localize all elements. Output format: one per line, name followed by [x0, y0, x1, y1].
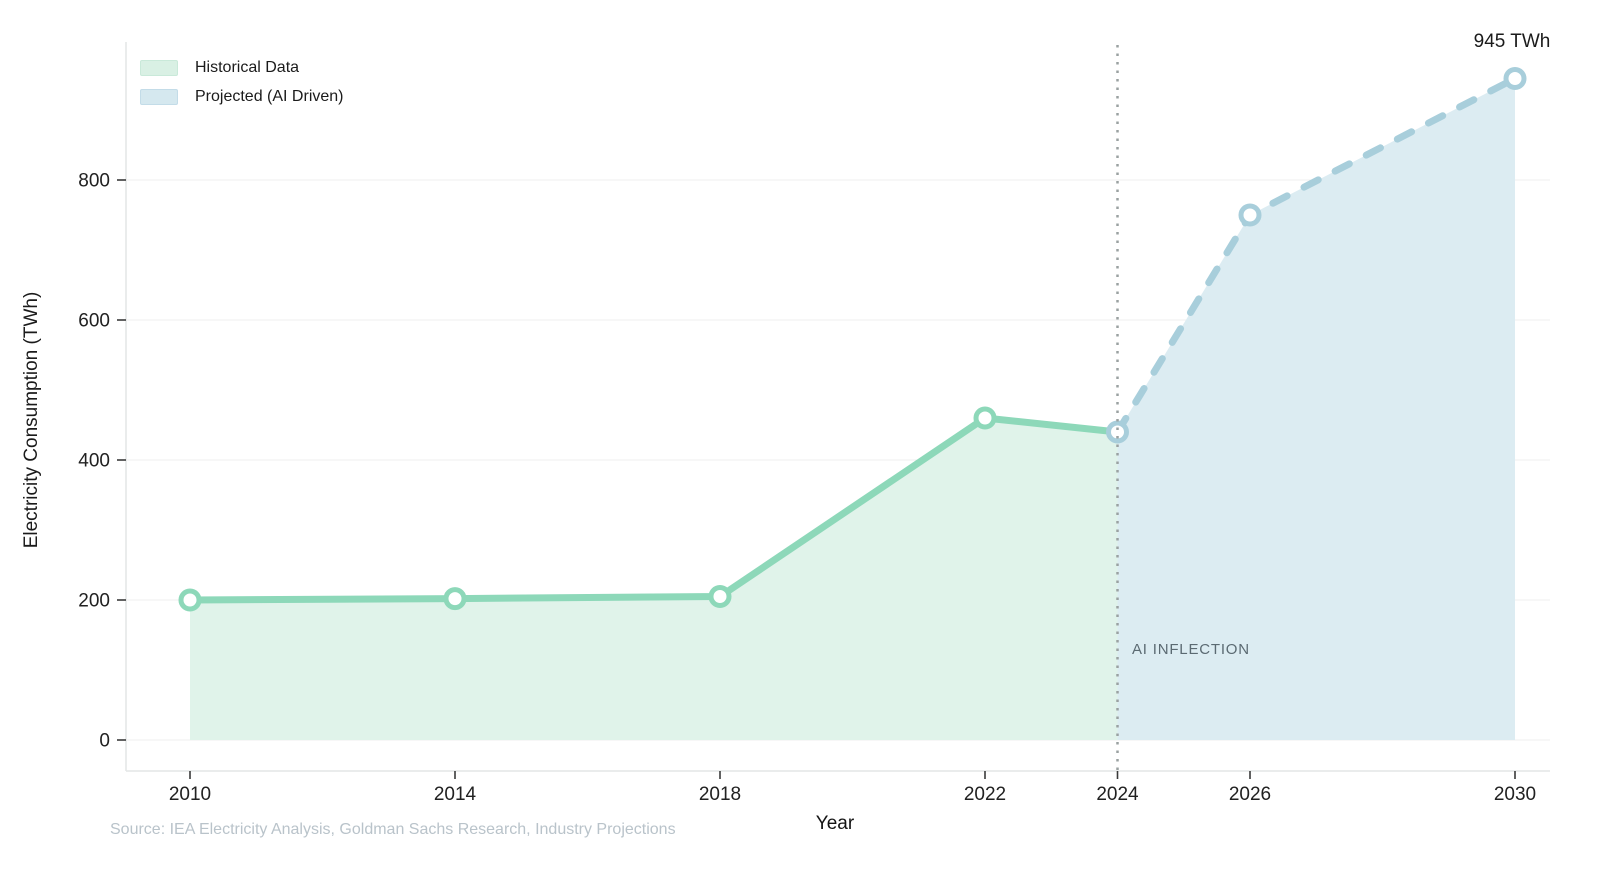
y-axis-title: Electricity Consumption (TWh)	[21, 291, 42, 549]
legend-item-projected: Projected (AI Driven)	[140, 88, 344, 106]
y-tick-label: 600	[78, 311, 110, 332]
historical-area	[190, 418, 1118, 740]
x-tick-label: 2014	[434, 784, 477, 805]
y-tick-label: 200	[78, 591, 110, 612]
source-attribution: Source: IEA Electricity Analysis, Goldma…	[110, 821, 676, 838]
historical-swatch-icon	[140, 60, 178, 76]
legend-label-historical: Historical Data	[195, 59, 300, 76]
ai-inflection-annotation: AI INFLECTION	[1132, 641, 1250, 658]
x-axis-title: Year	[815, 813, 855, 834]
x-tick-label: 2022	[964, 784, 1006, 805]
x-tick-label: 2010	[169, 784, 211, 805]
data-point-marker	[1503, 67, 1527, 90]
y-tick-label: 400	[78, 451, 110, 472]
projected-area	[1117, 78, 1515, 740]
x-tick-label: 2026	[1229, 784, 1271, 805]
data-point-marker	[708, 585, 732, 608]
y-tick-label: 0	[99, 731, 110, 752]
legend-label-projected: Projected (AI Driven)	[195, 88, 344, 105]
x-tick-label: 2024	[1096, 784, 1139, 805]
projected-swatch-icon	[140, 89, 178, 105]
x-tick-label: 2030	[1494, 784, 1536, 805]
data-point-marker	[973, 406, 997, 430]
data-point-marker	[1238, 203, 1262, 227]
data-point-marker	[1106, 420, 1129, 444]
peak-value-annotation: 945 TWh	[1473, 31, 1551, 52]
legend: Historical Data Projected (AI Driven)	[140, 59, 344, 106]
legend-item-historical: Historical Data	[140, 59, 344, 77]
y-tick-label: 800	[78, 171, 110, 192]
data-point-marker	[178, 588, 202, 612]
data-point-marker	[443, 587, 467, 611]
x-tick-label: 2018	[699, 784, 741, 805]
